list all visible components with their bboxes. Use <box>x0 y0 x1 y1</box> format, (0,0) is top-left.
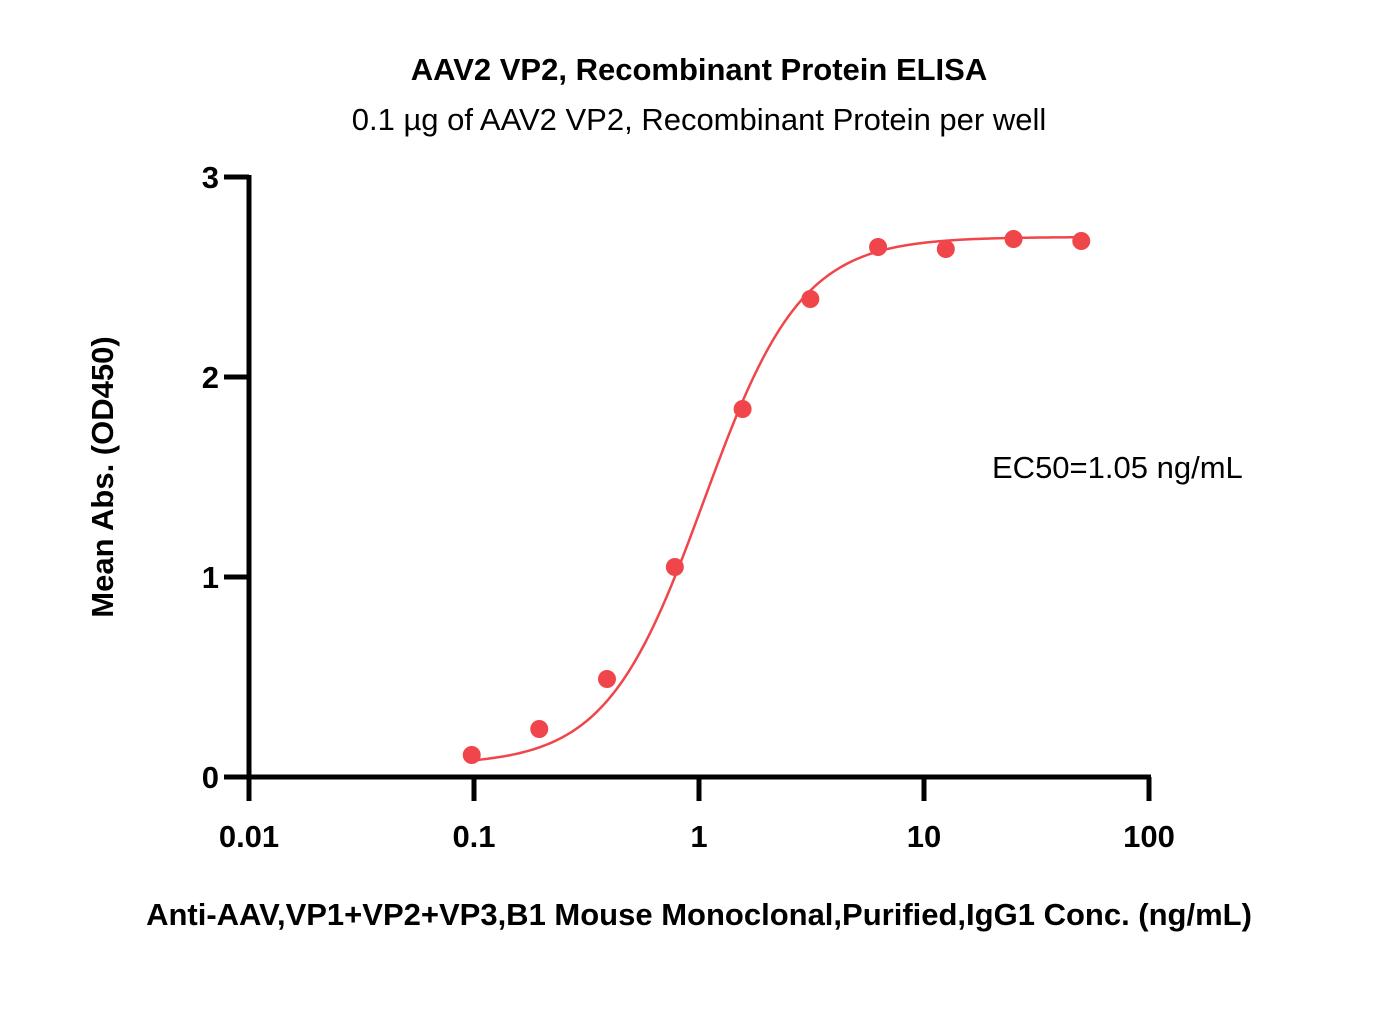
data-point <box>665 558 684 576</box>
x-tick-label: 0.1 <box>452 819 495 854</box>
data-point <box>936 240 955 258</box>
y-tick-label: 0 <box>202 760 219 795</box>
y-axis-label: Mean Abs. (OD450) <box>85 336 120 617</box>
y-tick-label: 2 <box>202 360 219 395</box>
x-tick-label: 0.01 <box>219 819 279 854</box>
x-tick-label: 10 <box>907 819 941 854</box>
data-point <box>462 746 481 764</box>
data-point <box>597 670 616 688</box>
fit-curve <box>471 235 1082 762</box>
x-tick-label: 100 <box>1123 819 1175 854</box>
x-axis-label: Anti-AAV,VP1+VP2+VP3,B1 Mouse Monoclonal… <box>146 897 1252 932</box>
data-point <box>1004 230 1023 248</box>
fit-curve-layer <box>471 235 1082 762</box>
ec50-annotation: EC50=1.05 ng/mL <box>992 450 1243 485</box>
axes: 0 1 2 3 0.01 0.1 1 10 100 <box>202 160 1175 854</box>
chart-subtitle: 0.1 µg of AAV2 VP2, Recombinant Protein … <box>352 102 1047 137</box>
y-tick-label: 1 <box>202 560 219 595</box>
data-point <box>869 238 888 256</box>
data-points <box>462 230 1091 764</box>
data-point <box>530 720 549 738</box>
x-tick-label: 1 <box>690 819 707 854</box>
data-point <box>801 290 820 308</box>
data-point <box>1072 232 1091 250</box>
chart-title: AAV2 VP2, Recombinant Protein ELISA <box>411 52 987 87</box>
y-tick-label: 3 <box>202 160 219 195</box>
data-point <box>733 400 752 418</box>
